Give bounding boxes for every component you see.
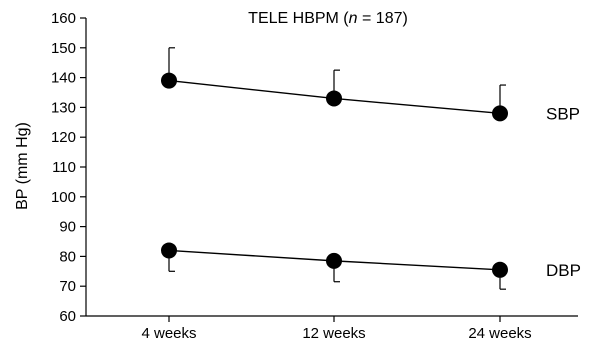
sbp-point-2 (326, 90, 342, 107)
y-tick-label-160: 160 (51, 10, 76, 27)
y-tick-label-130: 130 (51, 99, 76, 116)
dbp-point-3 (492, 261, 508, 278)
y-tick-label-150: 150 (51, 40, 76, 57)
y-tick-label-110: 110 (52, 159, 76, 176)
dbp-series-label: DBP (546, 261, 581, 280)
sbp-series-label: SBP (546, 104, 580, 123)
sbp-point-1 (161, 72, 177, 89)
series-group: SBP DBP (161, 47, 581, 290)
sbp-point-3 (492, 105, 508, 122)
y-tick-label-70: 70 (59, 278, 76, 295)
y-tick-label-60: 60 (59, 308, 76, 325)
dbp-point-2 (326, 252, 342, 269)
x-tick-label-3: 24 weeks (468, 325, 531, 342)
y-tick-label-140: 140 (51, 70, 76, 87)
y-tick-label-120: 120 (51, 129, 76, 146)
x-tick-label-2: 12 weeks (302, 325, 365, 342)
y-tick-label-80: 80 (59, 248, 76, 265)
y-tick-label-100: 100 (51, 189, 76, 206)
y-tick-label-90: 90 (59, 219, 76, 236)
x-ticks: 4 weeks 12 weeks 24 weeks (141, 316, 532, 342)
chart-title: TELE HBPM (n = 187) (248, 10, 408, 27)
y-ticks: 60 70 80 90 100 110 120 130 140 150 160 (51, 10, 86, 325)
y-axis-label: BP (mm Hg) (14, 122, 31, 210)
x-tick-label-1: 4 weeks (141, 325, 196, 342)
dbp-point-1 (161, 242, 177, 259)
